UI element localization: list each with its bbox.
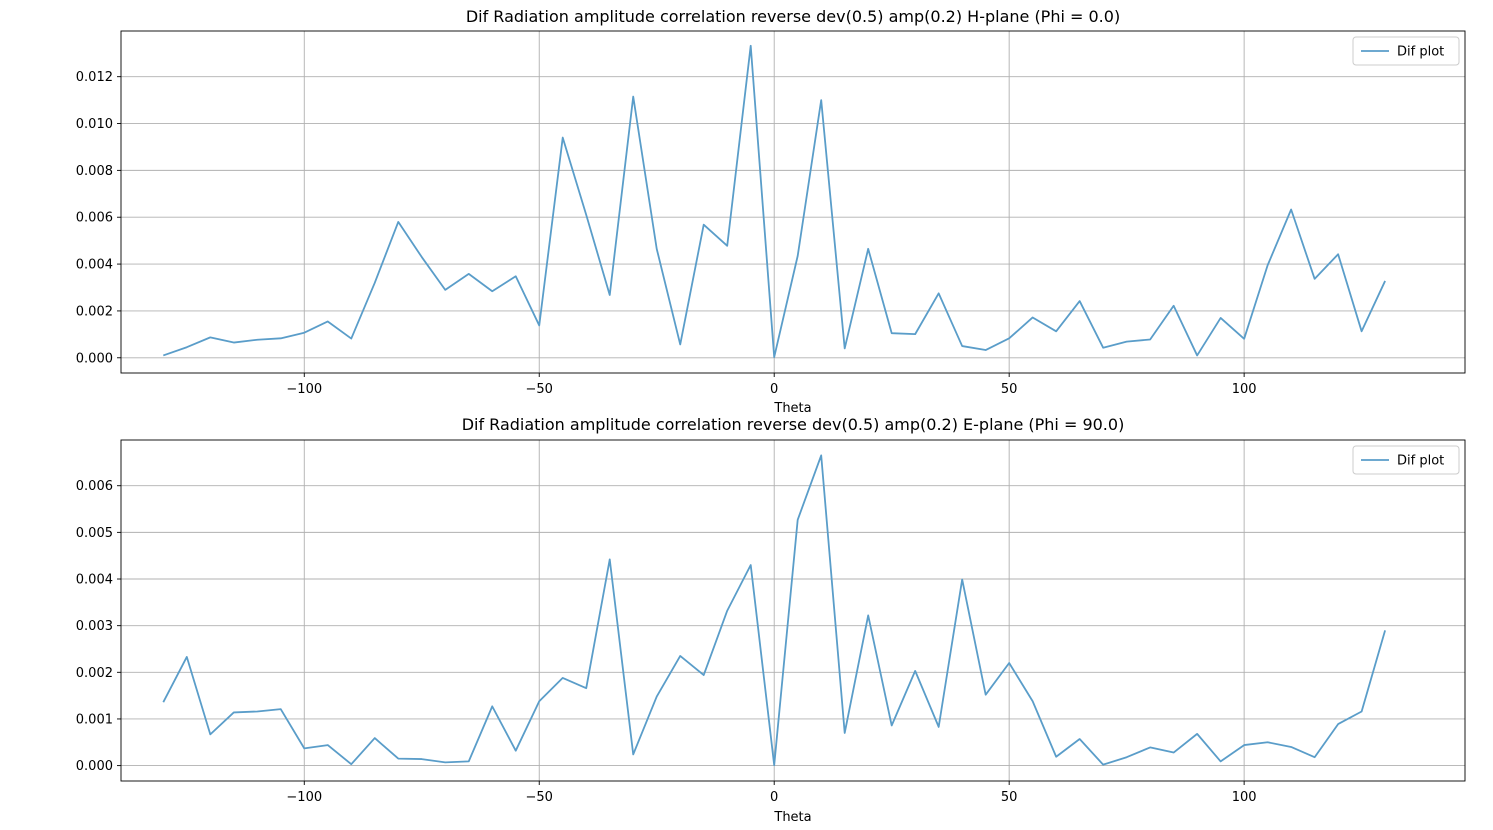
y-tick-label: 0.003: [76, 619, 113, 634]
series-line-1: [162, 44, 1386, 358]
y-tick-label: 0.002: [76, 666, 113, 681]
x-tick-label: −50: [526, 790, 553, 805]
y-tick-label: 0.012: [76, 70, 113, 85]
y-tick-label: 0.000: [76, 351, 113, 366]
y-tick-label: 0.002: [76, 304, 113, 319]
legend-box: [1352, 36, 1460, 66]
chart-title: Dif Radiation amplitude correlation reve…: [466, 7, 1120, 26]
chart-2: Dif Radiation amplitude correlation reve…: [76, 415, 1466, 825]
x-tick-label: −50: [526, 382, 553, 397]
y-tick-label: 0.008: [76, 164, 113, 179]
y-tick-label: 0.000: [76, 759, 113, 774]
y-tick-label: 0.010: [76, 117, 113, 132]
x-tick-label: 50: [1001, 790, 1018, 805]
x-tick-label: 100: [1232, 790, 1257, 805]
axes-frame: [120, 439, 1466, 782]
y-tick-label: 0.004: [76, 573, 113, 588]
x-axis-label: Theta: [773, 401, 811, 416]
series-line-1: [162, 454, 1386, 767]
legend-label: Dif plot: [1397, 45, 1444, 60]
legend: Dif plot: [1352, 36, 1460, 66]
x-tick-label: 100: [1232, 382, 1257, 397]
x-tick-label: −100: [286, 382, 322, 397]
axes-frame: [120, 30, 1466, 374]
chart-1: Dif Radiation amplitude correlation reve…: [76, 7, 1466, 416]
legend-box: [1352, 445, 1460, 475]
legend-label: Dif plot: [1397, 454, 1444, 469]
chart-title: Dif Radiation amplitude correlation reve…: [462, 415, 1125, 434]
x-tick-label: −100: [286, 790, 322, 805]
y-tick-label: 0.006: [76, 211, 113, 226]
x-tick-label: 0: [770, 790, 778, 805]
x-axis-label: Theta: [773, 810, 811, 825]
legend: Dif plot: [1352, 445, 1460, 475]
x-tick-label: 0: [770, 382, 778, 397]
x-tick-label: 50: [1001, 382, 1018, 397]
y-tick-label: 0.006: [76, 479, 113, 494]
y-tick-label: 0.004: [76, 258, 113, 273]
y-tick-label: 0.001: [76, 712, 113, 727]
y-tick-label: 0.005: [76, 526, 113, 541]
